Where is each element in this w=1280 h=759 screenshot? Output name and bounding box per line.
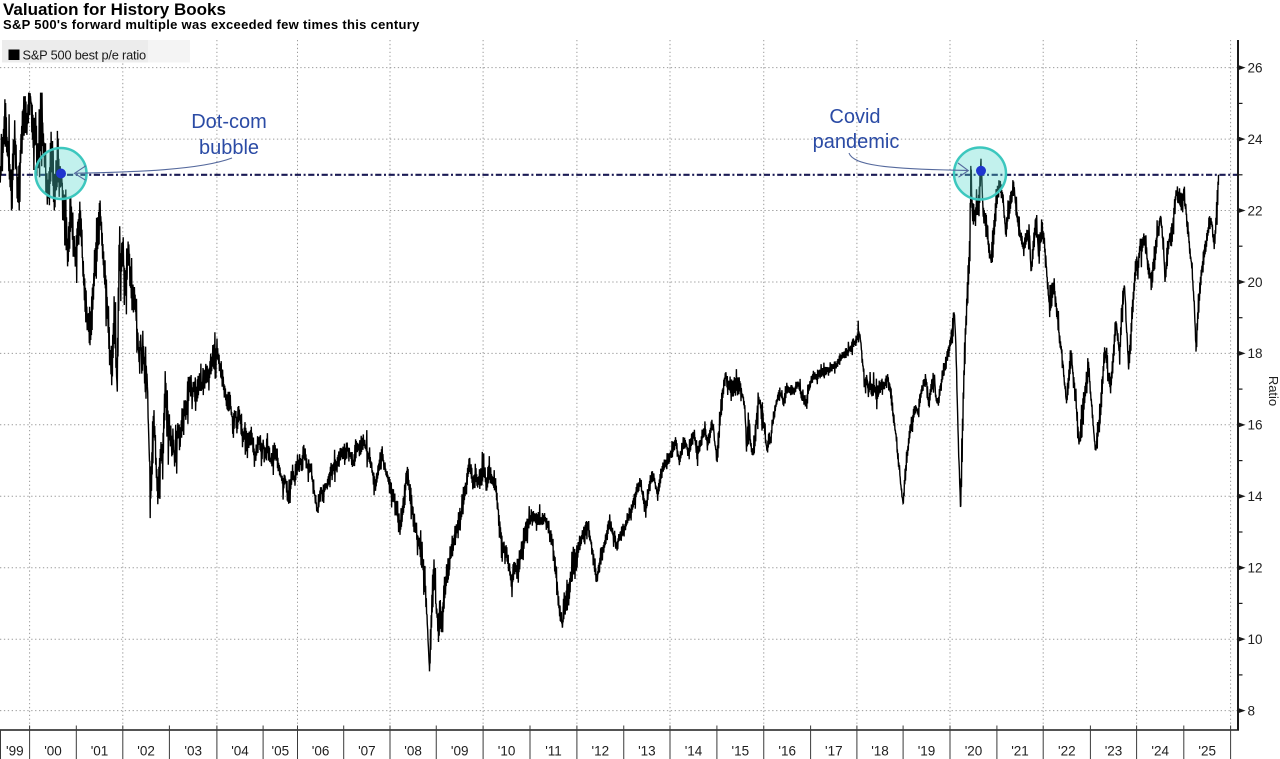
svg-text:'16: '16 — [778, 744, 796, 759]
svg-text:16: 16 — [1248, 418, 1263, 433]
svg-text:'23: '23 — [1105, 744, 1123, 759]
svg-text:S&P 500 best p/e ratio: S&P 500 best p/e ratio — [23, 48, 147, 63]
svg-text:10: 10 — [1248, 632, 1263, 647]
svg-text:'22: '22 — [1058, 744, 1076, 759]
svg-text:12: 12 — [1248, 561, 1263, 576]
svg-text:'07: '07 — [358, 744, 376, 759]
svg-text:'18: '18 — [871, 744, 889, 759]
svg-text:24: 24 — [1248, 132, 1264, 147]
svg-text:26: 26 — [1248, 60, 1263, 75]
svg-text:pandemic: pandemic — [813, 131, 900, 153]
svg-text:'15: '15 — [732, 744, 750, 759]
svg-text:20: 20 — [1248, 275, 1263, 290]
svg-text:'08: '08 — [404, 744, 422, 759]
svg-text:Covid: Covid — [829, 106, 880, 128]
svg-text:S&P 500's forward multiple was: S&P 500's forward multiple was exceeded … — [3, 17, 420, 32]
svg-text:'21: '21 — [1011, 744, 1029, 759]
svg-text:bubble: bubble — [199, 137, 259, 159]
svg-text:'00: '00 — [44, 744, 62, 759]
svg-text:14: 14 — [1248, 489, 1264, 504]
svg-text:'10: '10 — [498, 744, 516, 759]
svg-text:'03: '03 — [184, 744, 202, 759]
svg-text:'20: '20 — [965, 744, 983, 759]
svg-text:'09: '09 — [451, 744, 469, 759]
svg-text:'24: '24 — [1151, 744, 1169, 759]
svg-text:18: 18 — [1248, 346, 1263, 361]
svg-text:'05: '05 — [272, 744, 290, 759]
svg-text:'02: '02 — [137, 744, 155, 759]
svg-text:22: 22 — [1248, 203, 1263, 218]
svg-text:8: 8 — [1248, 703, 1256, 718]
svg-text:'13: '13 — [638, 744, 656, 759]
svg-text:'06: '06 — [312, 744, 330, 759]
svg-text:Dot-com: Dot-com — [191, 111, 267, 133]
svg-text:'14: '14 — [685, 744, 703, 759]
svg-text:'19: '19 — [918, 744, 936, 759]
svg-text:'01: '01 — [91, 744, 109, 759]
svg-text:Ratio: Ratio — [1266, 376, 1280, 406]
svg-text:Valuation for History Books: Valuation for History Books — [3, 0, 226, 19]
svg-text:'12: '12 — [592, 744, 610, 759]
svg-text:'25: '25 — [1198, 744, 1216, 759]
svg-text:'17: '17 — [825, 744, 843, 759]
svg-text:'04: '04 — [231, 744, 249, 759]
svg-text:'99: '99 — [6, 744, 24, 759]
svg-text:'11: '11 — [545, 744, 562, 759]
